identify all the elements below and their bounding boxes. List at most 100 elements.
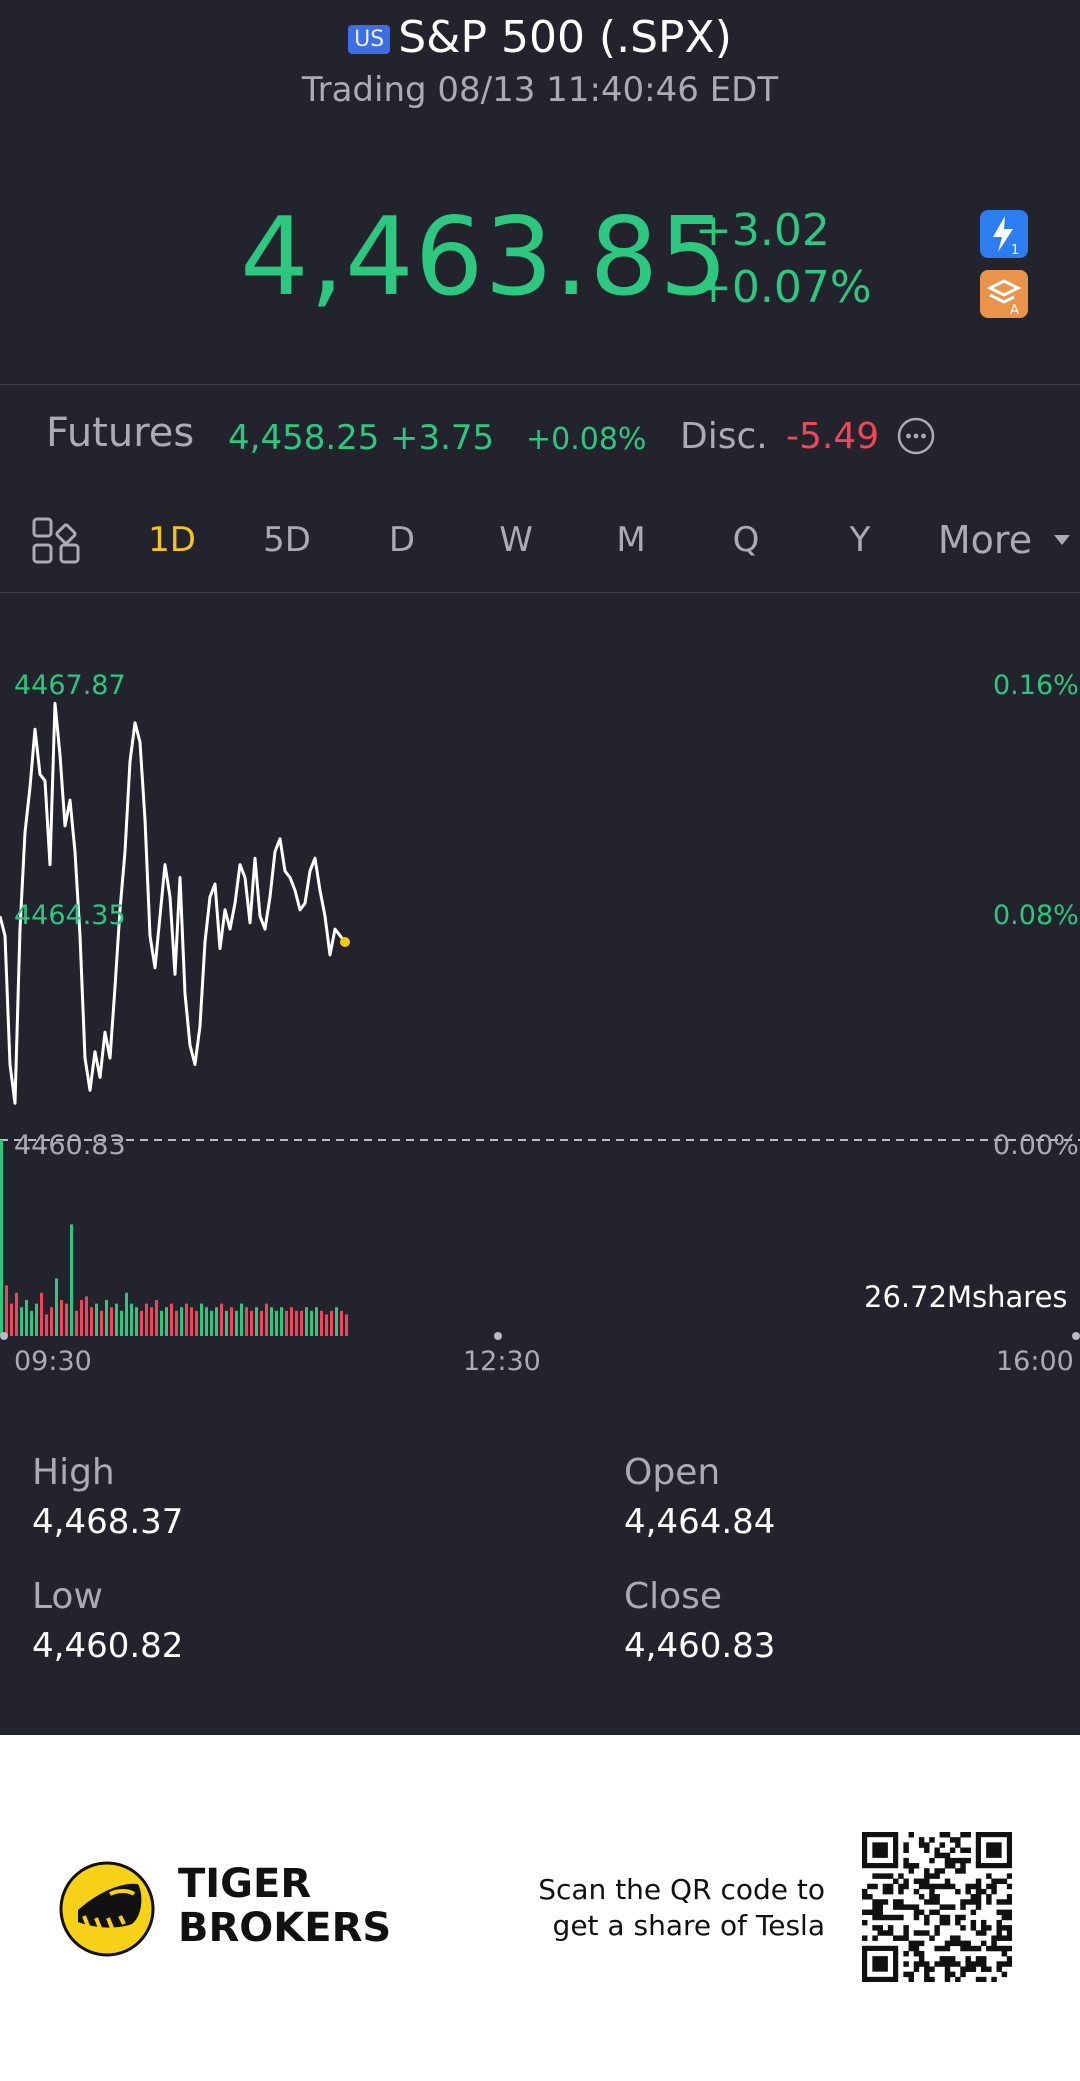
qr-module bbox=[872, 1899, 878, 1905]
qr-module bbox=[1006, 1909, 1012, 1916]
qr-module bbox=[898, 1935, 904, 1941]
volume-bar bbox=[40, 1292, 43, 1336]
qr-module bbox=[877, 1930, 883, 1936]
qr-module bbox=[970, 1899, 977, 1905]
qr-module bbox=[913, 1961, 920, 1967]
qr-module bbox=[996, 1899, 1002, 1905]
qr-module bbox=[929, 1883, 935, 1890]
qr-module bbox=[939, 1956, 946, 1962]
qr-module bbox=[975, 1878, 982, 1885]
tab-5d[interactable]: 5D bbox=[263, 520, 311, 560]
volume-bar bbox=[300, 1310, 303, 1336]
volume-bar bbox=[70, 1224, 73, 1336]
volume-bar bbox=[270, 1307, 273, 1336]
x-axis-label-end: 16:00 bbox=[996, 1346, 1074, 1377]
volume-bar bbox=[5, 1285, 8, 1336]
volume-bar bbox=[320, 1310, 323, 1336]
tab-1d[interactable]: 1D bbox=[148, 520, 196, 560]
qr-module bbox=[1001, 1961, 1008, 1967]
qr-module bbox=[862, 1894, 868, 1900]
qr-module bbox=[903, 1971, 909, 1978]
flash-icon[interactable]: 1 bbox=[980, 210, 1028, 258]
qr-module bbox=[893, 1914, 899, 1921]
volume-label: 26.72Mshares bbox=[864, 1280, 1068, 1314]
volume-bar bbox=[145, 1303, 148, 1336]
qr-module bbox=[980, 1919, 987, 1926]
qr-module bbox=[929, 1935, 935, 1941]
qr-module bbox=[960, 1857, 966, 1864]
tab-w[interactable]: W bbox=[499, 520, 533, 560]
qr-module bbox=[960, 1904, 966, 1910]
qr-module bbox=[934, 1894, 940, 1900]
qr-module bbox=[903, 1878, 909, 1885]
qr-module bbox=[955, 1919, 961, 1926]
qr-module bbox=[939, 1945, 946, 1952]
qr-module bbox=[872, 1935, 878, 1941]
qr-module bbox=[893, 1935, 899, 1941]
qr-module bbox=[924, 1868, 930, 1874]
qr-module bbox=[918, 1894, 925, 1900]
volume-bar bbox=[340, 1310, 343, 1336]
high-value: 4,468.37 bbox=[32, 1502, 184, 1542]
qr-module bbox=[944, 1852, 951, 1859]
qr-module bbox=[913, 1950, 920, 1957]
chevron-down-icon[interactable] bbox=[1052, 532, 1072, 551]
symbol-title: S&P 500 (.SPX) bbox=[398, 12, 732, 63]
qr-module bbox=[965, 1883, 971, 1890]
tab-y[interactable]: Y bbox=[849, 520, 871, 560]
qr-module bbox=[913, 1940, 920, 1947]
qr-module bbox=[975, 1956, 982, 1962]
qr-code-icon bbox=[862, 1832, 1012, 1982]
qr-module bbox=[955, 1961, 961, 1967]
qr-module bbox=[893, 1904, 899, 1910]
qr-module bbox=[949, 1971, 956, 1978]
volume-bar bbox=[190, 1307, 193, 1336]
qr-module bbox=[980, 1966, 987, 1972]
qr-module bbox=[903, 1950, 909, 1957]
qr-module bbox=[913, 1909, 920, 1916]
volume-bar bbox=[245, 1307, 248, 1336]
qr-module bbox=[887, 1883, 894, 1890]
x-axis-label-start: 09:30 bbox=[14, 1346, 92, 1377]
qr-module bbox=[970, 1883, 977, 1890]
volume-bar-open bbox=[0, 1140, 3, 1336]
market-badge: US bbox=[348, 25, 391, 54]
qr-module bbox=[903, 1847, 909, 1853]
price-line bbox=[0, 701, 347, 1105]
qr-module bbox=[991, 1976, 997, 1982]
more-options-icon[interactable] bbox=[896, 416, 936, 460]
tiger-logo-icon bbox=[58, 1860, 156, 1962]
divider bbox=[0, 592, 1080, 593]
volume-bar bbox=[330, 1310, 333, 1336]
qr-module bbox=[996, 1945, 1002, 1952]
volume-bar bbox=[150, 1307, 153, 1336]
qr-module bbox=[934, 1930, 940, 1936]
qr-module bbox=[908, 1868, 915, 1874]
qr-module bbox=[960, 1847, 966, 1853]
tab-m[interactable]: M bbox=[616, 520, 646, 560]
tab-q[interactable]: Q bbox=[732, 520, 760, 560]
qr-module bbox=[918, 1878, 925, 1885]
tab-d[interactable]: D bbox=[388, 520, 416, 560]
y-axis-label-base: 4460.83 bbox=[14, 1130, 126, 1161]
volume-bar bbox=[100, 1310, 103, 1336]
qr-module bbox=[991, 1935, 997, 1941]
qr-module bbox=[986, 1945, 992, 1952]
qr-module bbox=[882, 1899, 889, 1905]
promo-line-1: Scan the QR code to bbox=[538, 1873, 825, 1906]
intraday-chart[interactable] bbox=[0, 600, 1080, 1400]
tab-more[interactable]: More bbox=[937, 518, 1033, 562]
qr-module bbox=[1001, 1909, 1008, 1916]
qr-module bbox=[939, 1868, 946, 1874]
qr-module bbox=[887, 1873, 894, 1879]
volume-bar bbox=[290, 1307, 293, 1336]
qr-module bbox=[996, 1930, 1002, 1936]
qr-module bbox=[975, 1894, 982, 1900]
qr-module bbox=[960, 1863, 966, 1869]
qr-module bbox=[955, 1857, 961, 1864]
qr-module bbox=[872, 1904, 878, 1910]
qr-module bbox=[1001, 1878, 1008, 1885]
qr-module bbox=[944, 1956, 951, 1962]
grid-icon[interactable] bbox=[32, 516, 80, 570]
layers-icon[interactable]: A bbox=[980, 270, 1028, 318]
